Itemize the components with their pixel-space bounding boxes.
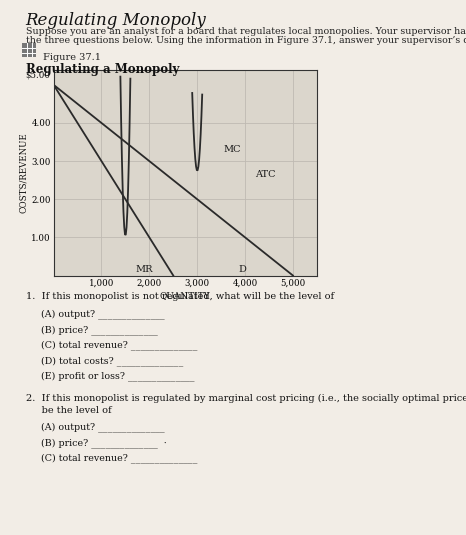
Text: D: D: [239, 265, 247, 274]
Text: (D) total costs? ______________: (D) total costs? ______________: [26, 356, 183, 365]
Text: Regulating a Monopoly: Regulating a Monopoly: [26, 63, 179, 76]
Text: MR: MR: [136, 265, 153, 274]
Text: Figure 37.1: Figure 37.1: [43, 54, 101, 63]
Text: (E) profit or loss? ______________: (E) profit or loss? ______________: [26, 371, 194, 381]
Text: (C) total revenue? ______________: (C) total revenue? ______________: [26, 340, 197, 350]
Text: 1.  If this monopolist is not regulated, what will be the level of: 1. If this monopolist is not regulated, …: [26, 292, 334, 301]
Y-axis label: COSTS/REVENUE: COSTS/REVENUE: [20, 132, 28, 213]
Text: ATC: ATC: [254, 170, 275, 179]
Text: (A) output? ______________: (A) output? ______________: [26, 423, 164, 432]
Text: (B) price? ______________: (B) price? ______________: [26, 325, 158, 334]
Text: (A) output? ______________: (A) output? ______________: [26, 309, 164, 319]
Text: Suppose you are an analyst for a board that regulates local monopolies. Your sup: Suppose you are an analyst for a board t…: [26, 27, 466, 36]
Text: $5.00: $5.00: [26, 71, 51, 80]
X-axis label: QUANTITY: QUANTITY: [160, 292, 211, 301]
Text: be the level of: be the level of: [26, 406, 111, 415]
Text: MC: MC: [224, 144, 241, 154]
Text: Regulating Monopoly: Regulating Monopoly: [26, 12, 206, 29]
Text: 2.  If this monopolist is regulated by marginal cost pricing (i.e., the socially: 2. If this monopolist is regulated by ma…: [26, 394, 466, 403]
Text: (C) total revenue? ______________: (C) total revenue? ______________: [26, 454, 197, 463]
Text: the three questions below. Using the information in Figure 37.1, answer your sup: the three questions below. Using the inf…: [26, 36, 466, 45]
Text: (B) price? ______________  ·: (B) price? ______________ ·: [26, 438, 166, 448]
